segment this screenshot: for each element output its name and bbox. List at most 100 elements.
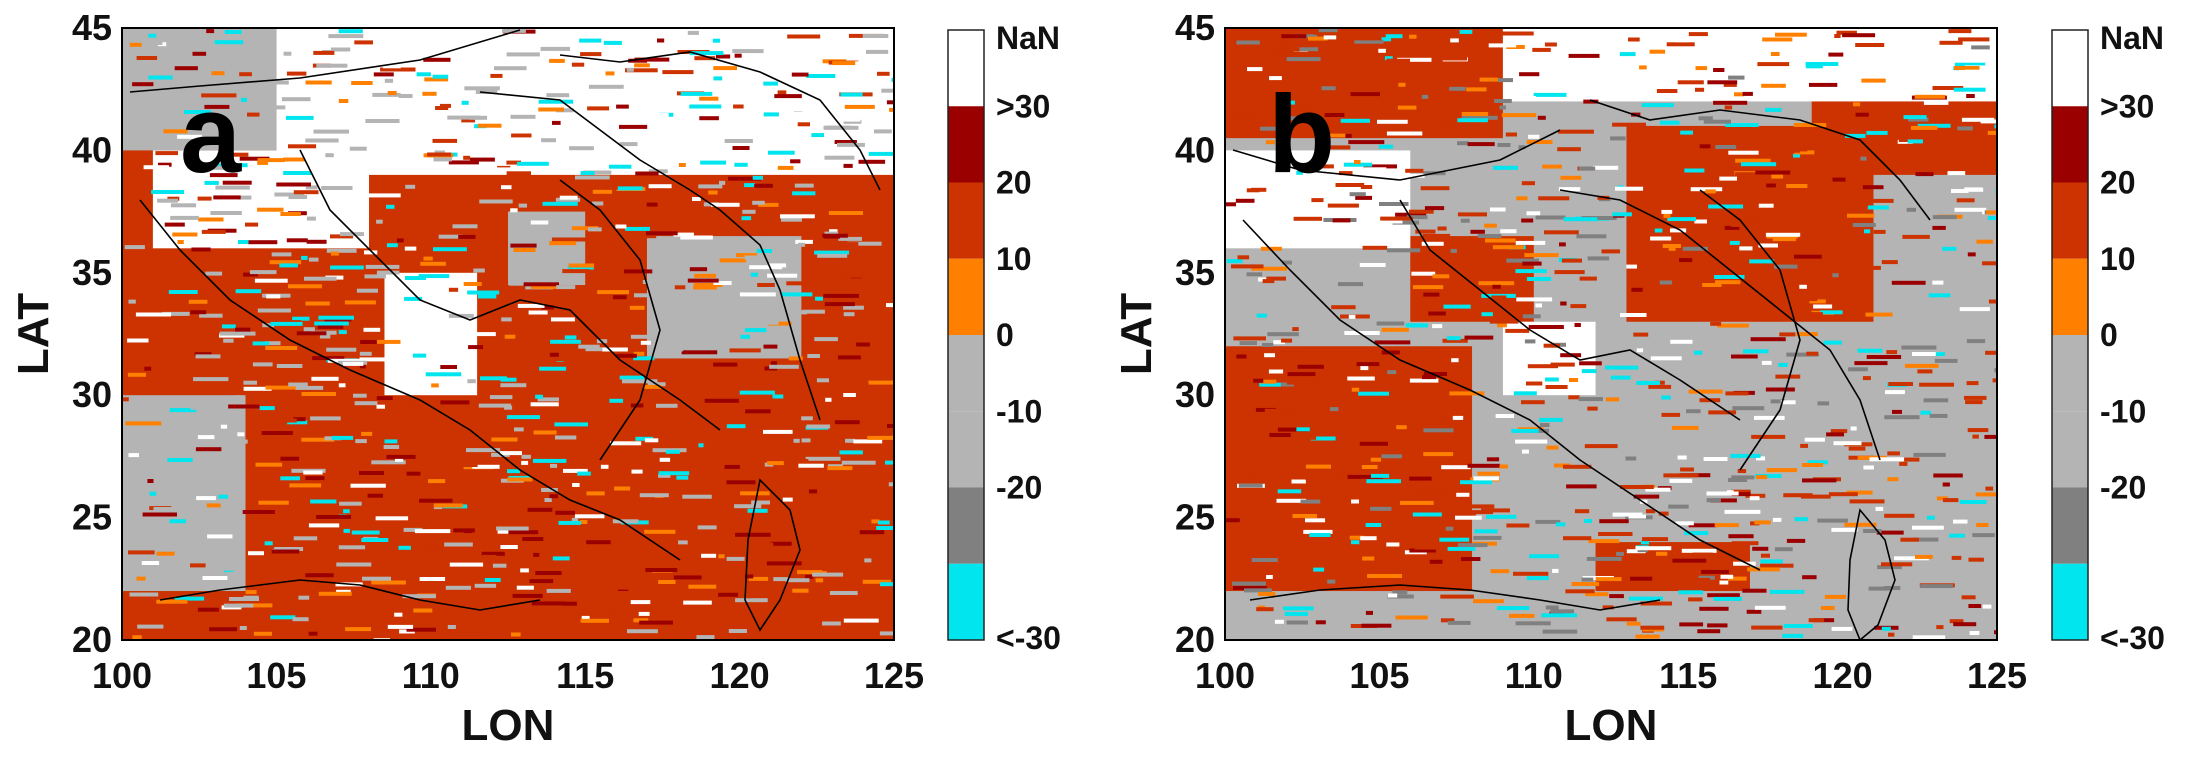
heatmap-cell [603,40,622,45]
heatmap-cell [555,510,575,515]
heatmap-cell [247,112,260,117]
heatmap-cell [223,603,254,608]
heatmap-cell [464,86,500,91]
heatmap-cell [1799,284,1807,289]
heatmap-cell [1697,629,1721,634]
heatmap-cell [1853,102,1861,107]
heatmap-cell [506,171,531,176]
heatmap-cell [354,40,373,45]
heatmap-cell [1450,38,1459,43]
heatmap-cell [823,242,859,247]
heatmap-cell [889,107,894,112]
heatmap-cell [1286,57,1321,62]
heatmap-cell [1521,400,1545,405]
heatmap-cell [625,226,650,231]
heatmap-cell [575,533,602,538]
heatmap-cell [373,72,394,77]
heatmap-cell [1387,593,1398,598]
heatmap-cell [1964,395,1987,400]
colorbar-swatch [948,335,984,412]
heatmap-cell [763,344,778,349]
heatmap-cell [1581,577,1594,582]
heatmap-cell [823,293,859,298]
heatmap-cell [265,341,281,346]
heatmap-cell [1844,522,1877,527]
heatmap-cell [646,231,678,236]
heatmap-cell [629,305,645,310]
x-tick-label: 105 [246,655,306,696]
heatmap-cell [292,617,309,622]
heatmap-cell [1665,176,1687,181]
heatmap-cell [1640,625,1665,630]
heatmap-cell [1351,499,1359,504]
heatmap-cell [1361,623,1392,628]
heatmap-cell [713,362,738,367]
heatmap-cell [1260,246,1282,251]
heatmap-cell [1439,555,1461,560]
heatmap-cell [1756,456,1765,461]
heatmap-cell [1537,115,1546,120]
y-tick-label: 20 [72,619,112,660]
heatmap-cell [1693,350,1703,355]
heatmap-cell [549,241,577,246]
heatmap-cell [1806,351,1819,356]
heatmap-cell [1740,162,1777,167]
heatmap-cell [1958,37,1990,42]
heatmap-cell [1460,480,1493,485]
heatmap-cell [1453,500,1465,505]
heatmap-cell [1813,304,1833,309]
heatmap-cell [1807,460,1828,465]
heatmap-cell [1598,532,1633,536]
heatmap-cell [501,185,512,190]
heatmap-cell [569,146,594,151]
heatmap-cell [361,538,389,542]
heatmap-cell [1323,35,1337,40]
heatmap-cell [257,158,285,163]
heatmap-cell [1833,441,1862,446]
heatmap-cell [1461,112,1489,116]
heatmap-cell [1778,362,1788,367]
heatmap-cell [202,576,228,580]
heatmap-cell [371,580,406,585]
heatmap-cell [476,332,496,337]
heatmap-cell [718,276,727,281]
heatmap-cell [1642,537,1669,542]
heatmap-cell [338,330,347,335]
heatmap-cell [698,184,723,189]
heatmap-cell [517,161,549,166]
heatmap-cell [394,612,403,617]
heatmap-cell [551,237,588,242]
heatmap-cell [1305,476,1335,480]
heatmap-cell [1365,610,1373,615]
heatmap-cell [139,137,148,142]
heatmap-cell [581,615,590,620]
heatmap-cell [1777,294,1786,299]
heatmap-cell [552,120,561,125]
heatmap-cell [125,421,162,426]
heatmap-cell [310,499,337,504]
heatmap-cell [1899,461,1908,466]
heatmap-cell [763,429,793,434]
heatmap-cell [674,347,684,352]
heatmap-cell [1415,229,1436,234]
heatmap-cell [1755,170,1791,175]
heatmap-cell [293,417,306,422]
heatmap-cell [1366,479,1401,484]
heatmap-cell [209,627,238,632]
heatmap-cell [500,377,517,382]
heatmap-cell [704,398,739,403]
heatmap-cell [1754,605,1786,610]
heatmap-cell [1392,590,1408,595]
heatmap-cell [782,497,793,502]
heatmap-cell [1761,83,1786,88]
heatmap-cell [1895,130,1923,134]
heatmap-cell [313,50,335,55]
heatmap-cell [1266,276,1286,281]
heatmap-cell [313,129,349,134]
heatmap-cell [1436,419,1459,424]
heatmap-cell [541,138,556,143]
heatmap-cell [1715,145,1737,149]
heatmap-cell [1392,220,1419,225]
heatmap-cell [658,471,690,476]
